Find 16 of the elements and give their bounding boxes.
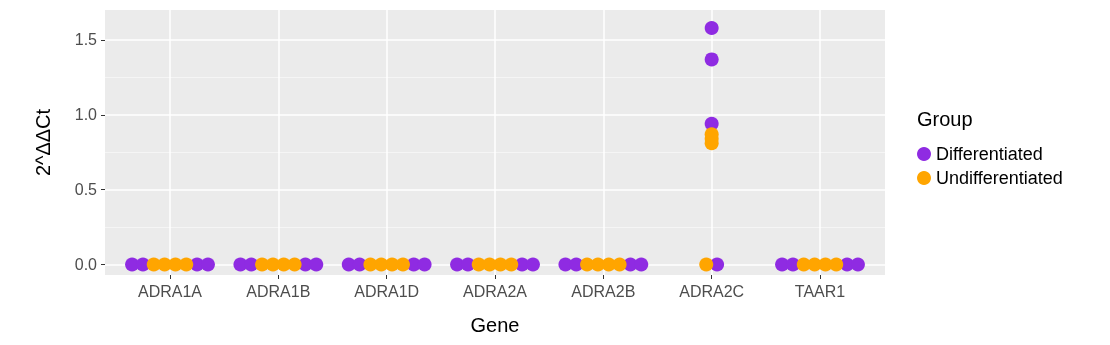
y-tick-label: 0.5 [74,181,98,199]
x-tick-label: ADRA2B [571,282,636,300]
x-tick-label: TAAR1 [794,282,846,300]
x-tick-label: ADRA2A [462,282,528,300]
x-tick-label: ADRA2C [679,282,745,300]
legend-title: Group [917,108,973,130]
x-tick-label: ADRA1B [246,282,311,300]
y-tick-label: 1.5 [74,31,98,49]
x-tick-label: ADRA1D [354,282,420,300]
x-axis-title: Gene [470,314,520,336]
y-axis-title: 2^ΔΔCt [32,108,54,177]
x-tick-label: ADRA1A [137,282,203,300]
legend-label: Undifferentiated [936,168,1063,188]
y-tick-label: 1.0 [74,106,98,124]
legend-label: Differentiated [936,144,1043,164]
y-tick-label: 0.0 [74,256,98,274]
